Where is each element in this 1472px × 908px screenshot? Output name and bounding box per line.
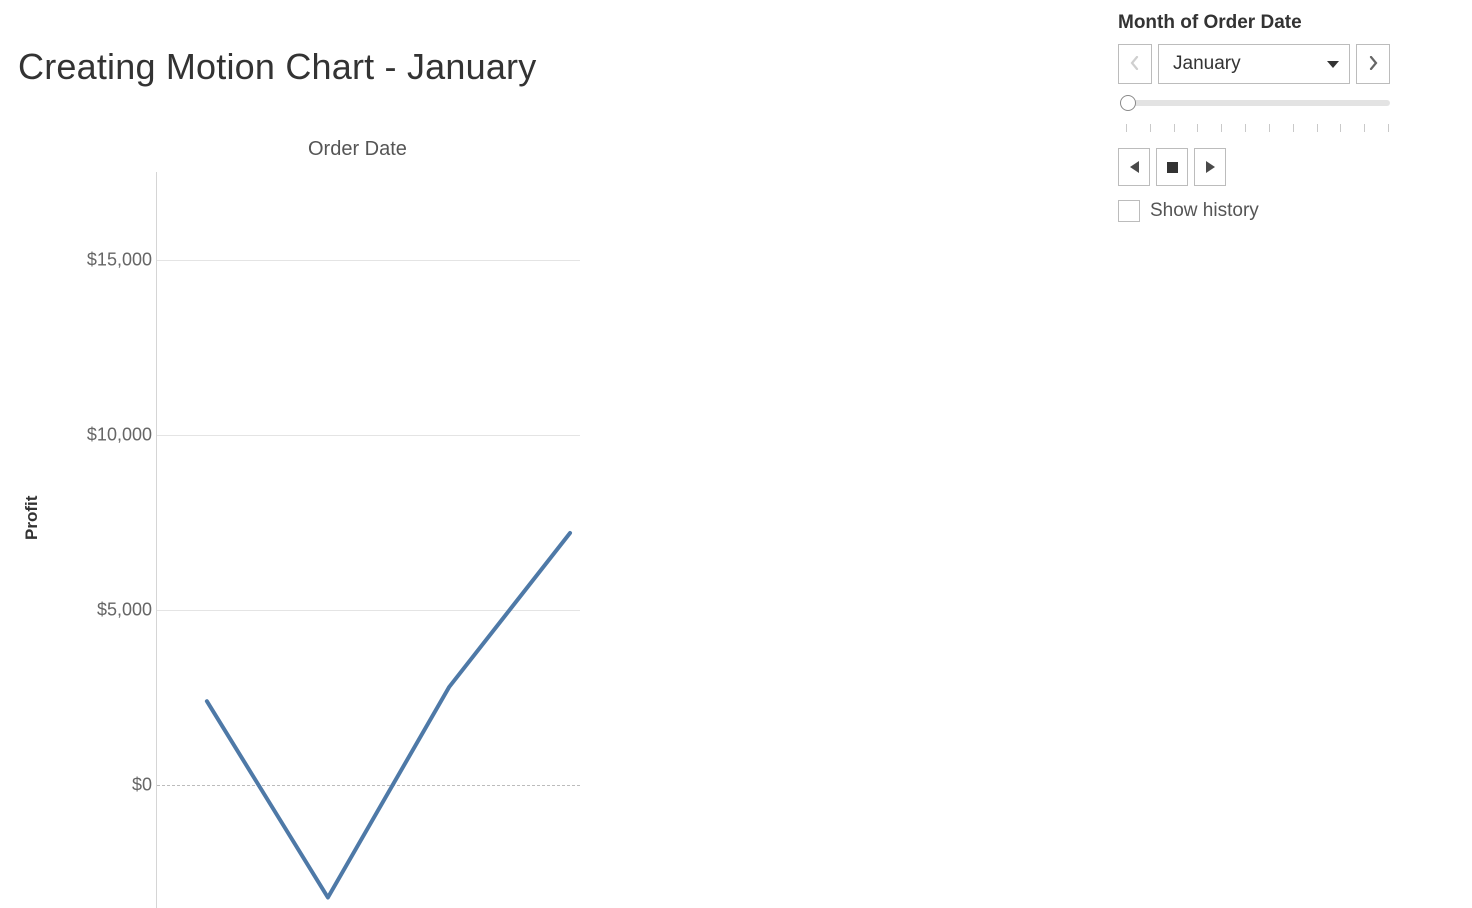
chart-area: Profit $0$5,000$10,000$15,000 [40,172,580,908]
stop-icon [1167,162,1178,173]
chart-column-header: Order Date [308,138,407,161]
chart-line [157,172,580,908]
slider-ticks [1126,124,1390,136]
slider-thumb[interactable] [1120,95,1136,111]
month-dropdown[interactable]: January [1158,44,1350,84]
show-history-label: Show history [1150,200,1259,222]
page-title: Creating Motion Chart - January [18,46,536,88]
step-forward-button[interactable] [1194,148,1226,186]
month-slider[interactable] [1118,94,1390,118]
triangle-right-icon [1206,161,1215,173]
caret-down-icon [1327,61,1339,68]
show-history-checkbox[interactable] [1118,200,1140,222]
triangle-left-icon [1130,161,1139,173]
stop-button[interactable] [1156,148,1188,186]
y-tick-label: $10,000 [87,424,152,445]
y-tick-label: $5,000 [97,600,152,621]
y-tick-label: $15,000 [87,249,152,270]
y-axis-title: Profit [22,496,42,540]
step-back-button[interactable] [1118,148,1150,186]
next-month-button[interactable] [1356,44,1390,84]
y-tick-label: $0 [132,775,152,796]
slider-track [1126,100,1390,106]
chevron-left-icon [1130,56,1140,73]
chart-plot [156,172,580,908]
panel-title: Month of Order Date [1118,12,1390,34]
month-dropdown-label: January [1173,53,1241,75]
chevron-right-icon [1368,56,1378,73]
page-control-panel: Month of Order Date January [1118,12,1390,222]
prev-month-button[interactable] [1118,44,1152,84]
